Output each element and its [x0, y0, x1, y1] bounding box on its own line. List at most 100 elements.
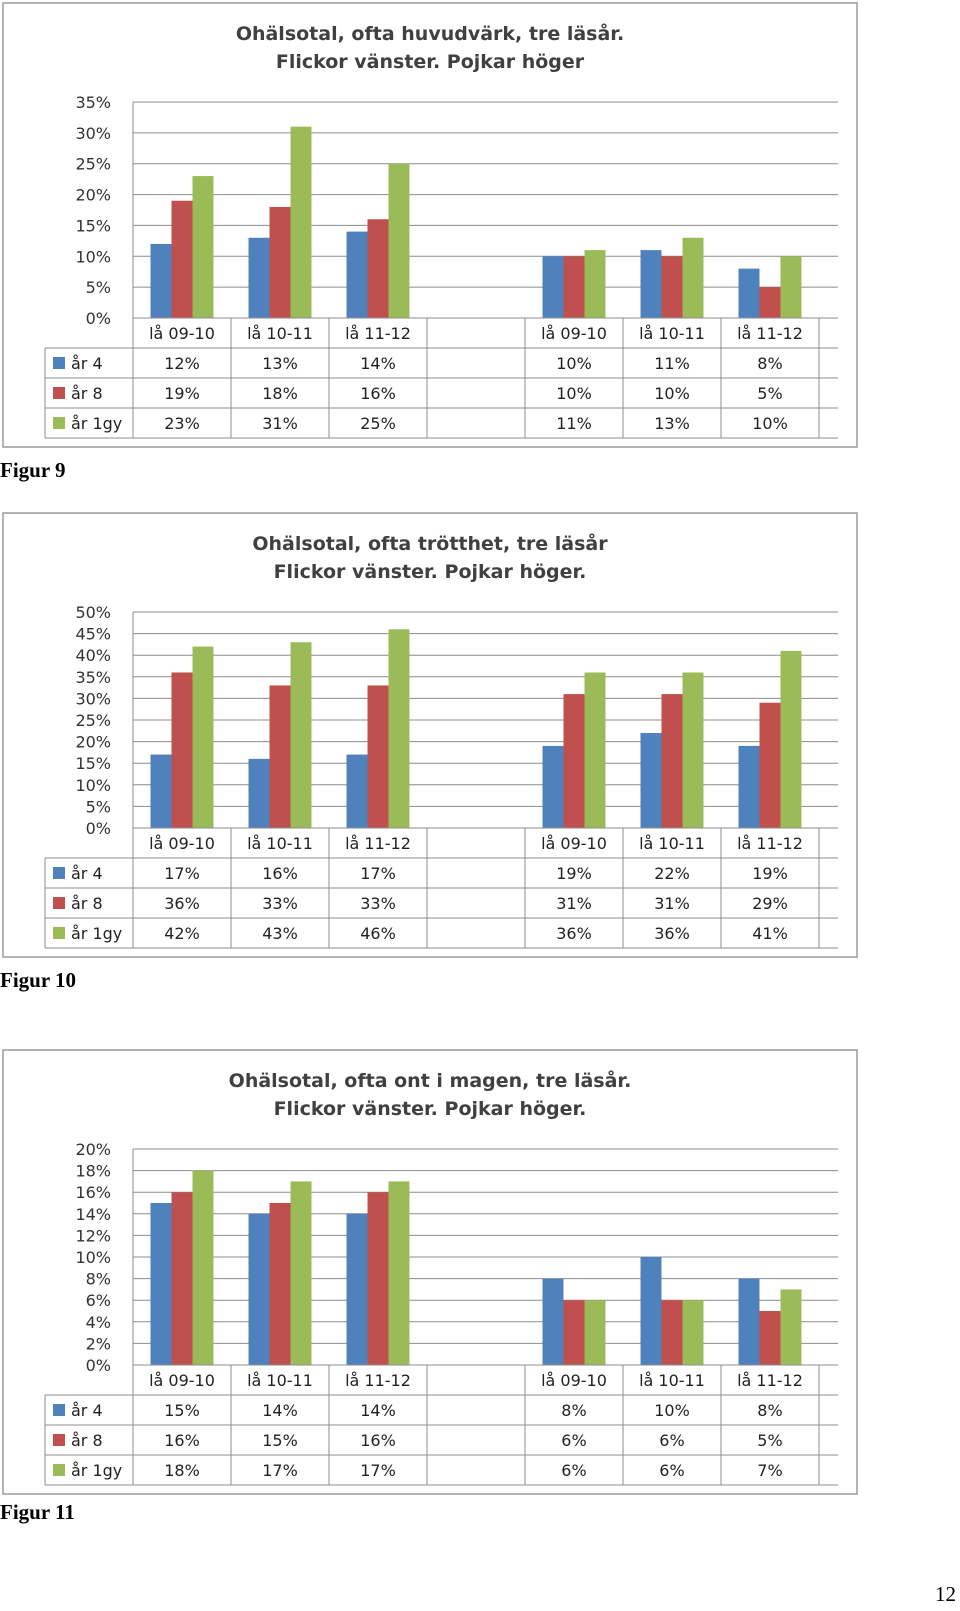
- data-label: 19%: [752, 864, 788, 883]
- data-label: 33%: [360, 894, 396, 913]
- x-category-label: lå 10-11: [639, 1371, 705, 1390]
- legend-label: år 1gy: [71, 414, 122, 433]
- chart-headache: Ohälsotal, ofta huvudvärk, tre läsår. Fli…: [2, 2, 858, 448]
- figure-caption: Figur 11: [0, 1500, 75, 1524]
- data-label: 46%: [360, 924, 396, 943]
- y-tick-label: 20%: [75, 186, 111, 205]
- data-label: 17%: [360, 1461, 396, 1480]
- bar-år-1gy: [192, 646, 214, 828]
- data-label: 10%: [752, 414, 788, 433]
- legend-label: år 1gy: [71, 924, 122, 943]
- data-label: 36%: [654, 924, 690, 943]
- data-label: 15%: [164, 1401, 200, 1420]
- x-category-label: lå 10-11: [247, 834, 313, 853]
- legend-key: [53, 387, 65, 399]
- bar-år-4: [640, 250, 662, 318]
- data-label: 23%: [164, 414, 200, 433]
- bar-år-8: [269, 206, 291, 318]
- legend-label: år 4: [71, 1401, 103, 1420]
- y-tick-label: 45%: [75, 625, 111, 644]
- data-label: 5%: [757, 1431, 782, 1450]
- data-label: 33%: [262, 894, 298, 913]
- x-category-label: lå 10-11: [639, 324, 705, 343]
- data-label: 18%: [262, 384, 298, 403]
- x-category-label: lå 09-10: [541, 1371, 607, 1390]
- data-label: 41%: [752, 924, 788, 943]
- data-label: 43%: [262, 924, 298, 943]
- x-category-label: lå 09-10: [149, 834, 215, 853]
- x-category-label: lå 10-11: [247, 324, 313, 343]
- x-category-label: lå 09-10: [541, 834, 607, 853]
- y-tick-label: 10%: [75, 776, 111, 795]
- data-label: 14%: [360, 354, 396, 373]
- bar-år-8: [563, 256, 585, 318]
- y-tick-label: 4%: [86, 1313, 111, 1332]
- y-tick-label: 20%: [75, 1140, 111, 1159]
- legend-label: år 4: [71, 864, 103, 883]
- data-label: 6%: [659, 1461, 684, 1480]
- data-label: 29%: [752, 894, 788, 913]
- bar-år-4: [346, 754, 368, 828]
- chart-stomach-ache: Ohälsotal, ofta ont i magen, tre läsår. F…: [2, 1049, 858, 1495]
- data-label: 13%: [262, 354, 298, 373]
- data-label: 6%: [561, 1461, 586, 1480]
- y-tick-label: 14%: [75, 1205, 111, 1224]
- data-label: 42%: [164, 924, 200, 943]
- bar-år-4: [738, 268, 760, 318]
- chart-subtitle: Flickor vänster. Pojkar höger.: [274, 561, 587, 583]
- bar-år-4: [738, 1278, 760, 1365]
- y-tick-label: 2%: [86, 1334, 111, 1353]
- y-tick-label: 15%: [75, 754, 111, 773]
- bar-år-4: [150, 1203, 172, 1365]
- bar-år-1gy: [780, 650, 802, 828]
- bar-år-8: [563, 694, 585, 828]
- y-tick-label: 30%: [75, 124, 111, 143]
- x-category-label: lå 09-10: [149, 324, 215, 343]
- legend-key: [53, 927, 65, 939]
- bar-år-4: [248, 237, 270, 318]
- y-tick-label: 10%: [75, 1248, 111, 1267]
- bar-år-8: [661, 694, 683, 828]
- chart-title: Ohälsotal, ofta ont i magen, tre läsår.: [229, 1068, 632, 1092]
- x-category-label: lå 11-12: [345, 834, 411, 853]
- x-category-label: lå 11-12: [737, 324, 803, 343]
- data-label: 17%: [360, 864, 396, 883]
- figure-caption: Figur 10: [0, 968, 77, 992]
- legend-key: [53, 867, 65, 879]
- chart-subtitle: Flickor vänster. Pojkar höger: [276, 51, 585, 73]
- bar-år-1gy: [682, 1300, 704, 1365]
- data-label: 15%: [262, 1431, 298, 1450]
- bar-år-8: [759, 702, 781, 828]
- x-category-label: lå 11-12: [345, 1371, 411, 1390]
- x-category-label: lå 11-12: [737, 834, 803, 853]
- bar-år-8: [171, 200, 193, 318]
- x-category-label: lå 10-11: [247, 1371, 313, 1390]
- bar-år-4: [542, 256, 564, 318]
- data-label: 22%: [654, 864, 690, 883]
- data-label: 8%: [757, 354, 782, 373]
- data-label: 10%: [654, 1401, 690, 1420]
- bar-år-1gy: [290, 642, 312, 828]
- data-label: 6%: [561, 1431, 586, 1450]
- data-label: 16%: [164, 1431, 200, 1450]
- bar-år-1gy: [780, 256, 802, 318]
- chart-frame: [2, 512, 858, 958]
- data-label: 10%: [556, 354, 592, 373]
- bar-år-4: [248, 1213, 270, 1365]
- legend-label: år 8: [71, 1431, 103, 1450]
- y-tick-label: 0%: [86, 819, 111, 838]
- y-tick-label: 6%: [86, 1291, 111, 1310]
- y-tick-label: 0%: [86, 309, 111, 328]
- data-label: 12%: [164, 354, 200, 373]
- bar-år-1gy: [388, 163, 410, 318]
- figure-10: Ohälsotal, ofta trötthet, tre läsår Flick…: [0, 510, 960, 1015]
- y-tick-label: 0%: [86, 1356, 111, 1375]
- data-label: 8%: [561, 1401, 586, 1420]
- x-category-label: lå 11-12: [737, 1371, 803, 1390]
- data-label: 36%: [164, 894, 200, 913]
- y-tick-label: 16%: [75, 1183, 111, 1202]
- bar-år-4: [150, 754, 172, 828]
- x-category-label: lå 09-10: [541, 324, 607, 343]
- legend-label: år 1gy: [71, 1461, 122, 1480]
- bar-år-8: [759, 287, 781, 318]
